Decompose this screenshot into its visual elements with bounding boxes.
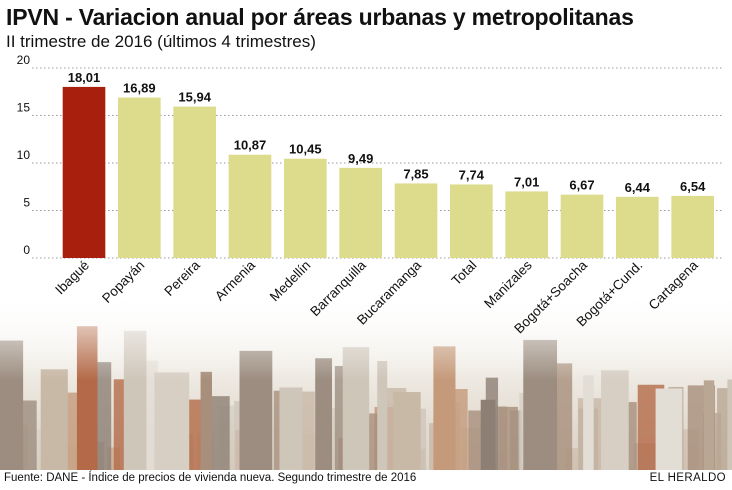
data-label: 9,49	[348, 151, 373, 166]
bar	[505, 191, 548, 258]
building	[40, 369, 68, 470]
bar	[62, 86, 106, 258]
data-label: 7,85	[403, 166, 428, 181]
building	[279, 387, 303, 470]
data-label: 18,01	[68, 70, 101, 85]
building	[315, 358, 333, 470]
building	[210, 396, 230, 470]
data-label: 6,54	[680, 179, 706, 194]
building	[601, 370, 629, 470]
publisher-brand: EL HERALDO	[649, 472, 726, 484]
y-tick-label: 20	[17, 53, 31, 67]
category-label: Cartagena	[646, 257, 702, 313]
building	[154, 372, 190, 470]
bar	[284, 158, 327, 258]
building	[655, 388, 683, 470]
bar-chart: 0 5 10 15 20 18,01 Ibagué 16,89 Popayán 15,94 Pere…	[17, 53, 724, 336]
category-label: Manizales	[481, 257, 535, 311]
source-note: Fuente: DANE - Índice de precios de vivi…	[4, 472, 417, 484]
building	[393, 392, 421, 470]
skyline-illustration	[0, 290, 732, 470]
data-label: 10,87	[234, 138, 267, 153]
data-label: 10,45	[289, 142, 322, 157]
bar	[616, 196, 659, 258]
building	[583, 375, 594, 470]
y-tick-label: 5	[23, 196, 30, 210]
category-label: Armenia	[212, 257, 259, 304]
building	[234, 401, 245, 470]
building	[727, 379, 732, 470]
y-tick-label: 15	[17, 101, 31, 115]
category-label: Ibagué	[52, 258, 92, 298]
haze	[0, 290, 732, 380]
category-label: Popayán	[99, 258, 147, 306]
bar	[173, 106, 216, 258]
data-label: 7,01	[514, 174, 539, 189]
bar	[560, 194, 604, 258]
chart-subtitle: II trimestre de 2016 (últimos 4 trimestr…	[6, 32, 316, 51]
category-label: Total	[449, 258, 480, 289]
footer: Fuente: DANE - Índice de precios de vivi…	[0, 470, 732, 490]
building	[377, 361, 388, 470]
data-label: 7,74	[459, 167, 485, 182]
data-label: 16,89	[123, 81, 156, 96]
building	[498, 406, 518, 470]
y-tick-label: 0	[23, 243, 30, 257]
building	[92, 362, 112, 470]
building	[18, 400, 37, 470]
data-label: 6,44	[625, 180, 651, 195]
y-tick-label: 10	[17, 148, 31, 162]
category-label: Barranquilla	[307, 257, 369, 319]
data-label: 15,94	[178, 90, 211, 105]
city-skyline-photo	[0, 290, 732, 470]
bar	[450, 184, 493, 258]
category-label: Pereira	[161, 257, 203, 299]
bar	[671, 195, 714, 258]
building	[480, 399, 496, 470]
building	[703, 380, 715, 470]
chart-title: IPVN - Variacion anual por áreas urbanas…	[6, 4, 634, 30]
bar	[228, 154, 272, 258]
category-label: Medellín	[267, 258, 314, 305]
bar	[339, 167, 382, 258]
building	[184, 399, 206, 470]
data-label: 6,67	[569, 178, 594, 193]
bar	[394, 183, 438, 258]
building	[200, 371, 213, 470]
bar	[118, 97, 161, 258]
